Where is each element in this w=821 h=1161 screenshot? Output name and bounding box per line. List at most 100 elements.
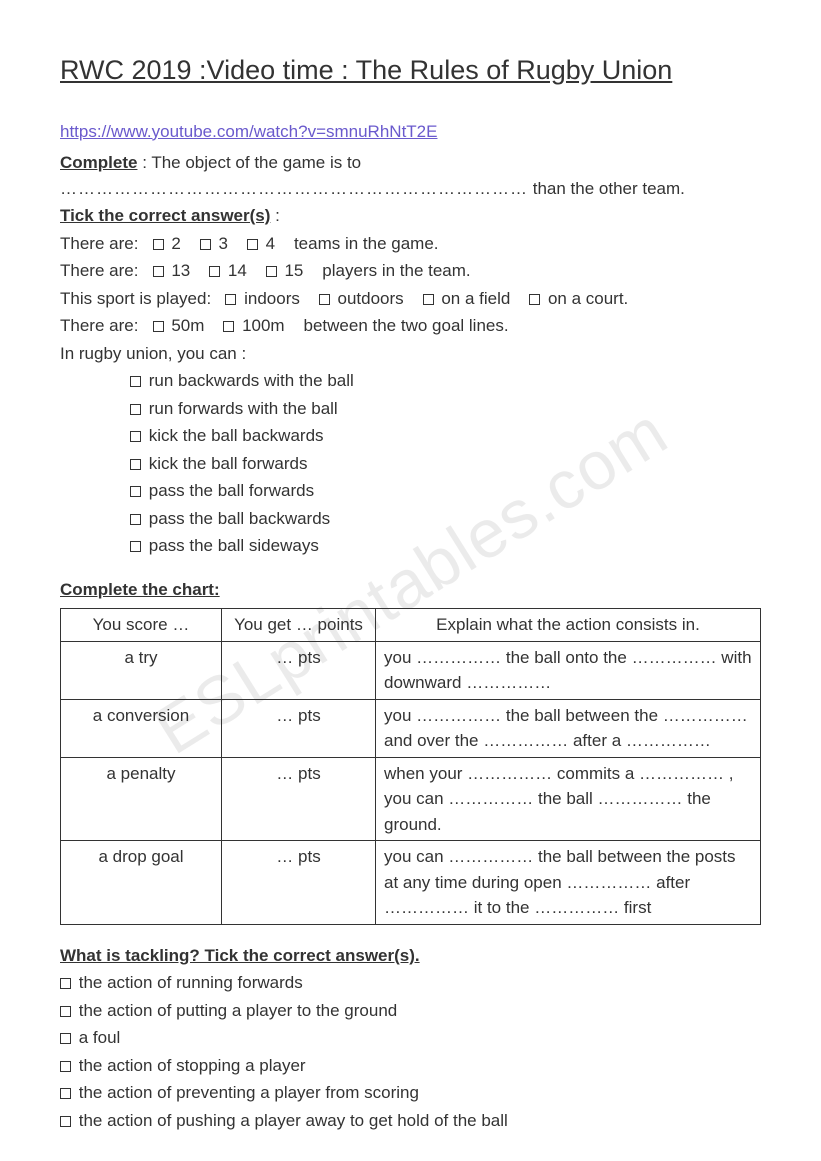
- checkbox[interactable]: [130, 404, 141, 415]
- tick-option-label: on a field: [441, 289, 510, 308]
- checkbox[interactable]: [60, 978, 71, 989]
- checkbox[interactable]: [60, 1006, 71, 1017]
- chart-explain-cell: when your …………… commits a …………… , you ca…: [376, 757, 761, 841]
- complete-after: than the other team.: [528, 179, 685, 198]
- checkbox[interactable]: [60, 1033, 71, 1044]
- tick-row-prefix: There are:: [60, 261, 138, 280]
- complete-before: : The object of the game is to: [137, 153, 361, 172]
- complete-section: Complete : The object of the game is to …: [60, 150, 761, 201]
- union-option-label: run forwards with the ball: [149, 399, 338, 418]
- checkbox[interactable]: [225, 294, 236, 305]
- chart-score-cell: a drop goal: [61, 841, 222, 925]
- checkbox[interactable]: [130, 541, 141, 552]
- checkbox[interactable]: [130, 514, 141, 525]
- union-option-label: kick the ball forwards: [149, 454, 308, 473]
- checkbox[interactable]: [60, 1116, 71, 1127]
- score-chart: You score … You get … points Explain wha…: [60, 608, 761, 925]
- checkbox[interactable]: [130, 486, 141, 497]
- checkbox[interactable]: [130, 459, 141, 470]
- tick-option-label: 2: [171, 234, 180, 253]
- tick-row-prefix: There are:: [60, 234, 138, 253]
- tackling-option-label: the action of preventing a player from s…: [79, 1083, 419, 1102]
- tick-option-label: 14: [228, 261, 247, 280]
- union-option: run backwards with the ball: [130, 368, 761, 394]
- chart-header-1: You get … points: [234, 615, 363, 634]
- complete-dots: ……………………………………………………………………: [60, 179, 528, 198]
- chart-score-cell: a try: [61, 641, 222, 699]
- checkbox[interactable]: [60, 1088, 71, 1099]
- tick-option-label: 100m: [242, 316, 285, 335]
- tick-label: Tick the correct answer(s): [60, 206, 270, 225]
- checkbox[interactable]: [153, 266, 164, 277]
- chart-explain-cell: you …………… the ball between the …………… and…: [376, 699, 761, 757]
- checkbox[interactable]: [209, 266, 220, 277]
- checkbox[interactable]: [223, 321, 234, 332]
- tick-option-label: indoors: [244, 289, 300, 308]
- tackling-option: the action of preventing a player from s…: [60, 1080, 761, 1106]
- tackling-option: a foul: [60, 1025, 761, 1051]
- tick-option-label: 15: [284, 261, 303, 280]
- tick-row-prefix: This sport is played:: [60, 289, 211, 308]
- complete-label: Complete: [60, 153, 137, 172]
- tackling-option-label: the action of pushing a player away to g…: [79, 1111, 508, 1130]
- union-option-label: pass the ball backwards: [149, 509, 330, 528]
- tackling-heading: What is tackling? Tick the correct answe…: [60, 943, 761, 969]
- tackling-option-label: the action of putting a player to the gr…: [79, 1001, 398, 1020]
- tick-row: This sport is played: indoors outdoors o…: [60, 286, 761, 312]
- chart-score-cell: a conversion: [61, 699, 222, 757]
- tackling-option: the action of putting a player to the gr…: [60, 998, 761, 1024]
- tick-option-label: 3: [218, 234, 227, 253]
- union-option: kick the ball forwards: [130, 451, 761, 477]
- chart-header-2: Explain what the action consists in.: [436, 615, 700, 634]
- checkbox[interactable]: [200, 239, 211, 250]
- chart-pts-cell: … pts: [222, 641, 376, 699]
- tick-row: There are: 13 14 15 players in the team.: [60, 258, 761, 284]
- worksheet-content: RWC 2019 :Video time : The Rules of Rugb…: [60, 50, 761, 1133]
- tick-row: There are: 2 3 4 teams in the game.: [60, 231, 761, 257]
- checkbox[interactable]: [153, 239, 164, 250]
- checkbox[interactable]: [60, 1061, 71, 1072]
- page-title: RWC 2019 :Video time : The Rules of Rugb…: [60, 50, 761, 91]
- tick-heading: Tick the correct answer(s) :: [60, 203, 761, 229]
- tick-row-prefix: There are:: [60, 316, 138, 335]
- chart-pts-cell: … pts: [222, 757, 376, 841]
- tick-row-suffix: between the two goal lines.: [304, 316, 509, 335]
- checkbox[interactable]: [130, 431, 141, 442]
- tick-row-suffix: teams in the game.: [294, 234, 439, 253]
- union-option: pass the ball forwards: [130, 478, 761, 504]
- tick-option-label: on a court.: [548, 289, 628, 308]
- tackling-label: What is tackling? Tick the correct answe…: [60, 946, 420, 965]
- union-option-label: kick the ball backwards: [149, 426, 324, 445]
- union-option: pass the ball backwards: [130, 506, 761, 532]
- tackling-option-label: a foul: [79, 1028, 121, 1047]
- checkbox[interactable]: [266, 266, 277, 277]
- tick-option-label: outdoors: [338, 289, 404, 308]
- union-option: pass the ball sideways: [130, 533, 761, 559]
- tackling-option-label: the action of stopping a player: [79, 1056, 306, 1075]
- union-option: kick the ball backwards: [130, 423, 761, 449]
- chart-pts-cell: … pts: [222, 841, 376, 925]
- checkbox[interactable]: [423, 294, 434, 305]
- chart-explain-cell: you …………… the ball onto the …………… with d…: [376, 641, 761, 699]
- checkbox[interactable]: [153, 321, 164, 332]
- chart-score-cell: a penalty: [61, 757, 222, 841]
- tick-option-label: 4: [266, 234, 275, 253]
- video-link[interactable]: https://www.youtube.com/watch?v=smnuRhNt…: [60, 119, 761, 145]
- union-option-label: pass the ball forwards: [149, 481, 314, 500]
- tackling-option: the action of running forwards: [60, 970, 761, 996]
- chart-pts-cell: … pts: [222, 699, 376, 757]
- tackling-option: the action of pushing a player away to g…: [60, 1108, 761, 1134]
- union-label: In rugby union, you can :: [60, 341, 761, 367]
- checkbox[interactable]: [319, 294, 330, 305]
- checkbox[interactable]: [247, 239, 258, 250]
- chart-explain-cell: you can …………… the ball between the posts…: [376, 841, 761, 925]
- checkbox[interactable]: [130, 376, 141, 387]
- chart-header-0: You score …: [93, 615, 190, 634]
- table-row: a penalty… ptswhen your …………… commits a …: [61, 757, 761, 841]
- tick-row-suffix: players in the team.: [322, 261, 470, 280]
- chart-heading: Complete the chart:: [60, 577, 761, 603]
- union-option-label: pass the ball sideways: [149, 536, 319, 555]
- table-row: a conversion… ptsyou …………… the ball betw…: [61, 699, 761, 757]
- checkbox[interactable]: [529, 294, 540, 305]
- tackling-option-label: the action of running forwards: [79, 973, 303, 992]
